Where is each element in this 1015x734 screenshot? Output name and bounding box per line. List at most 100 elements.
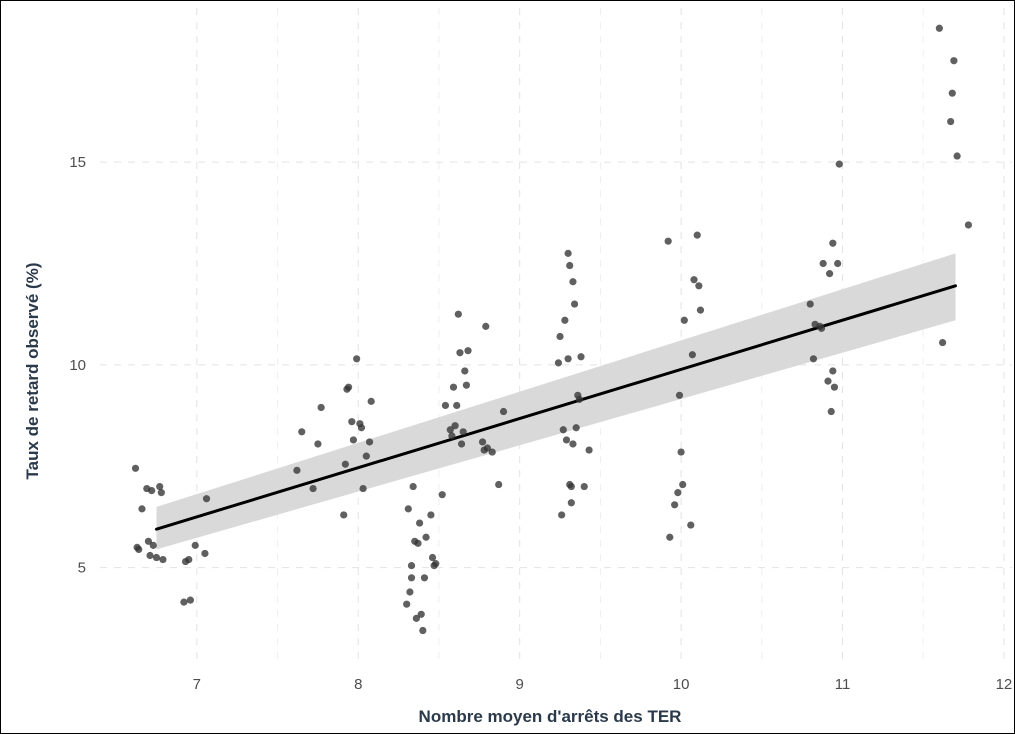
data-point — [462, 381, 471, 389]
data-point — [829, 367, 837, 375]
data-point — [456, 349, 464, 357]
data-point — [569, 440, 577, 448]
data-point — [407, 562, 416, 570]
data-point — [407, 574, 416, 582]
data-point — [353, 355, 361, 363]
x-tick-label: 7 — [193, 676, 201, 693]
data-point — [201, 549, 209, 558]
data-point — [562, 436, 571, 444]
data-point — [947, 117, 955, 126]
data-point — [834, 259, 842, 268]
data-point — [404, 505, 412, 513]
data-point — [359, 484, 367, 493]
data-point — [569, 278, 577, 286]
data-point — [412, 614, 420, 622]
y-tick-labels: 5 10 15 — [69, 154, 86, 577]
data-point — [567, 482, 575, 491]
data-point — [680, 316, 688, 324]
data-point — [695, 282, 703, 290]
data-point — [152, 553, 161, 562]
data-point — [675, 391, 684, 399]
data-point — [144, 537, 153, 545]
data-point — [317, 403, 325, 412]
data-point — [461, 367, 469, 375]
data-point — [459, 428, 467, 436]
data-point — [817, 324, 826, 332]
data-point — [344, 383, 353, 391]
data-point — [488, 448, 496, 456]
data-point — [191, 541, 199, 549]
data-point — [575, 395, 584, 403]
data-point — [666, 533, 674, 541]
data-point — [664, 237, 672, 245]
data-point — [556, 332, 564, 341]
data-point — [149, 541, 157, 549]
data-point — [464, 347, 472, 355]
data-point — [362, 452, 370, 460]
data-point — [829, 239, 837, 247]
data-point — [570, 300, 579, 308]
data-point — [585, 446, 593, 454]
data-point — [688, 351, 696, 359]
data-point — [826, 270, 834, 278]
data-point — [146, 551, 154, 560]
data-point — [180, 598, 188, 606]
data-point — [138, 505, 146, 513]
data-point — [566, 261, 574, 270]
data-point — [567, 499, 575, 507]
data-point — [671, 501, 679, 509]
data-point — [830, 383, 839, 391]
data-point — [309, 484, 317, 493]
data-point — [202, 495, 211, 503]
data-point — [938, 338, 947, 347]
data-point — [446, 426, 454, 434]
data-point — [349, 436, 358, 444]
data-point — [454, 310, 462, 318]
data-point — [357, 424, 366, 432]
data-point — [554, 359, 563, 367]
data-point — [809, 355, 818, 363]
data-point — [558, 511, 566, 519]
data-point — [348, 418, 356, 426]
data-point — [131, 464, 140, 472]
data-point — [419, 626, 427, 635]
data-point — [953, 152, 961, 160]
y-tick-label: 10 — [69, 357, 86, 374]
data-point — [696, 306, 705, 314]
data-point — [298, 428, 306, 436]
data-point — [679, 480, 687, 489]
data-point — [148, 487, 156, 495]
ci-band — [156, 253, 956, 550]
x-tick-label: 12 — [996, 676, 1013, 693]
data-point — [186, 596, 194, 604]
confidence-band — [156, 253, 956, 550]
data-point — [428, 553, 437, 562]
data-point — [819, 259, 827, 268]
data-point — [564, 355, 572, 363]
y-axis-title: Taux de retard observé (%) — [23, 263, 42, 480]
data-point — [499, 407, 508, 416]
data-point — [449, 383, 458, 391]
data-point — [835, 160, 843, 168]
regression-line — [154, 284, 958, 531]
data-point — [580, 482, 588, 491]
data-point — [414, 539, 422, 547]
data-point — [314, 440, 322, 448]
data-point — [427, 511, 435, 519]
data-point — [341, 460, 349, 468]
data-point — [441, 401, 450, 410]
data-point — [420, 574, 429, 582]
data-point — [340, 511, 348, 519]
data-point — [572, 424, 580, 432]
data-point — [693, 231, 701, 239]
data-point — [677, 448, 685, 456]
data-point — [157, 489, 165, 497]
data-point — [135, 545, 143, 554]
data-point — [416, 519, 424, 527]
data-point — [453, 401, 461, 410]
data-point — [561, 316, 569, 324]
x-tick-label: 10 — [673, 676, 690, 693]
data-point — [559, 426, 567, 434]
data-point — [827, 407, 835, 416]
data-point — [483, 444, 491, 452]
